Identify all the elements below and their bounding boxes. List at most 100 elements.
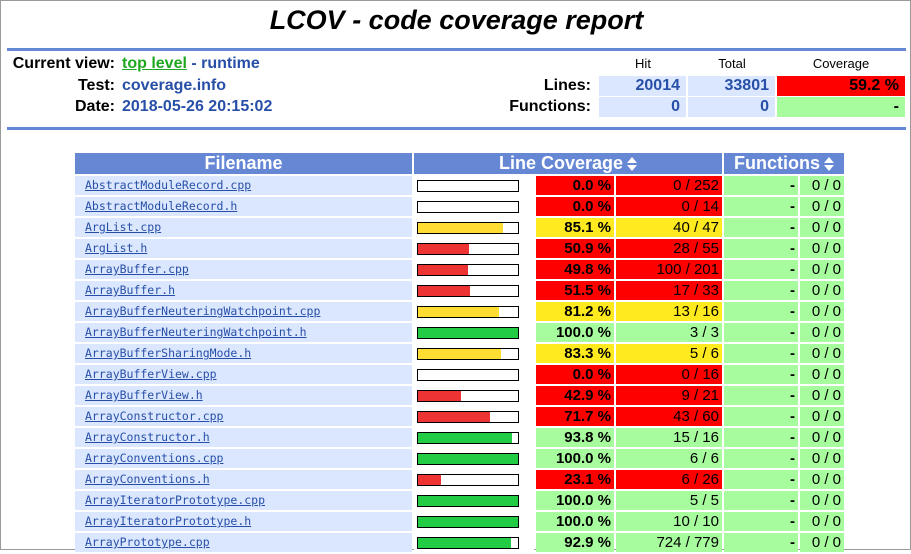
table-row: ArrayIteratorPrototype.cpp 100.0 % 5 / 5-0… bbox=[75, 491, 844, 510]
file-link[interactable]: ArrayBufferView.h bbox=[85, 388, 203, 402]
coverage-bar-fill bbox=[418, 348, 502, 359]
line-coverage-percent: 71.7 % bbox=[536, 407, 614, 426]
coverage-bar-fill bbox=[418, 222, 504, 233]
table-row: ArgList.cpp 85.1 % 40 / 47-0 / 0 bbox=[75, 218, 844, 237]
file-link[interactable]: ArrayBufferSharingMode.h bbox=[85, 346, 252, 360]
coverage-bar-cell bbox=[414, 344, 534, 363]
function-coverage-count: 0 / 0 bbox=[800, 365, 844, 384]
coverage-bar-fill bbox=[418, 453, 518, 464]
line-coverage-count: 5 / 5 bbox=[616, 491, 722, 510]
file-link[interactable]: AbstractModuleRecord.cpp bbox=[85, 178, 252, 192]
file-link[interactable]: ArrayConventions.cpp bbox=[85, 451, 224, 465]
function-coverage-count: 0 / 0 bbox=[800, 344, 844, 363]
file-link[interactable]: ArrayPrototype.cpp bbox=[85, 535, 210, 549]
current-view-label: Current view: bbox=[12, 55, 115, 72]
coverage-bar bbox=[417, 200, 519, 213]
coverage-bar bbox=[417, 431, 519, 444]
line-coverage-count: 15 / 16 bbox=[616, 428, 722, 447]
filename-cell: ArrayBuffer.h bbox=[75, 281, 412, 300]
top-level-link[interactable]: top level bbox=[122, 55, 187, 72]
function-coverage-percent: - bbox=[724, 533, 798, 552]
table-row: ArrayBuffer.h 51.5 % 17 / 33-0 / 0 bbox=[75, 281, 844, 300]
table-row: ArrayConventions.h 23.1 % 6 / 26-0 / 0 bbox=[75, 470, 844, 489]
current-view-rest: - runtime bbox=[186, 55, 260, 72]
function-coverage-count: 0 / 0 bbox=[800, 428, 844, 447]
coverage-bar-cell bbox=[414, 428, 534, 447]
header-top-rule bbox=[7, 48, 906, 51]
function-coverage-count: 0 / 0 bbox=[800, 407, 844, 426]
sort-icon[interactable] bbox=[824, 157, 834, 172]
coverage-bar bbox=[417, 494, 519, 507]
line-coverage-percent: 100.0 % bbox=[536, 323, 614, 342]
table-row: AbstractModuleRecord.cpp 0.0 % 0 / 252-0 /… bbox=[75, 176, 844, 195]
filename-cell: AbstractModuleRecord.cpp bbox=[75, 176, 412, 195]
col-hit-header: Hit bbox=[635, 56, 651, 71]
coverage-bar bbox=[417, 221, 519, 234]
coverage-bar-cell bbox=[414, 260, 534, 279]
table-row: ArrayBufferView.h 42.9 % 9 / 21-0 / 0 bbox=[75, 386, 844, 405]
line-coverage-percent: 50.9 % bbox=[536, 239, 614, 258]
filename-cell: ArrayBufferView.h bbox=[75, 386, 412, 405]
function-coverage-percent: - bbox=[724, 218, 798, 237]
line-coverage-count: 40 / 47 bbox=[616, 218, 722, 237]
file-link[interactable]: ArrayBufferNeuteringWatchpoint.h bbox=[85, 325, 307, 339]
file-link[interactable]: AbstractModuleRecord.h bbox=[85, 199, 238, 213]
function-coverage-count: 0 / 0 bbox=[800, 218, 844, 237]
coverage-bar bbox=[417, 410, 519, 423]
function-coverage-count: 0 / 0 bbox=[800, 197, 844, 216]
filename-cell: ArrayConventions.h bbox=[75, 470, 412, 489]
file-link[interactable]: ArrayIteratorPrototype.cpp bbox=[85, 493, 266, 507]
test-label: Test: bbox=[77, 77, 115, 94]
coverage-bar-cell bbox=[414, 302, 534, 321]
function-coverage-percent: - bbox=[724, 197, 798, 216]
line-coverage-count: 9 / 21 bbox=[616, 386, 722, 405]
file-link[interactable]: ArrayBufferNeuteringWatchpoint.cpp bbox=[85, 304, 321, 318]
date-value: 2018-05-26 20:15:02 bbox=[122, 98, 273, 115]
coverage-bar-cell bbox=[414, 323, 534, 342]
coverage-bar-fill bbox=[418, 432, 512, 443]
coverage-bar-cell bbox=[414, 239, 534, 258]
file-link[interactable]: ArrayConstructor.cpp bbox=[85, 409, 224, 423]
table-row: ArrayIteratorPrototype.h 100.0 % 10 / 10-0… bbox=[75, 512, 844, 531]
coverage-bar-cell bbox=[414, 197, 534, 216]
file-link[interactable]: ArgList.h bbox=[85, 241, 148, 255]
functions-header[interactable]: Functions bbox=[724, 153, 844, 174]
line-coverage-count: 13 / 16 bbox=[616, 302, 722, 321]
coverage-table: Filename Line Coverage Functions Abstrac… bbox=[73, 151, 846, 554]
coverage-bar-cell bbox=[414, 512, 534, 531]
coverage-bar bbox=[417, 305, 519, 318]
function-coverage-count: 0 / 0 bbox=[800, 323, 844, 342]
file-link[interactable]: ArrayBufferView.cpp bbox=[85, 367, 217, 381]
filename-cell: ArrayPrototype.cpp bbox=[75, 533, 412, 552]
coverage-bar bbox=[417, 515, 519, 528]
function-coverage-count: 0 / 0 bbox=[800, 449, 844, 468]
col-coverage-header: Coverage bbox=[812, 56, 870, 71]
table-row: ArrayBufferNeuteringWatchpoint.cpp 81.2 %… bbox=[75, 302, 844, 321]
header-bottom-rule bbox=[7, 127, 906, 130]
coverage-bar bbox=[417, 536, 519, 549]
functions-hit: 0 bbox=[599, 97, 686, 117]
file-link[interactable]: ArrayConstructor.h bbox=[85, 430, 210, 444]
function-coverage-count: 0 / 0 bbox=[800, 176, 844, 195]
file-link[interactable]: ArrayIteratorPrototype.h bbox=[85, 514, 252, 528]
file-link[interactable]: ArrayConventions.h bbox=[85, 472, 210, 486]
function-coverage-count: 0 / 0 bbox=[800, 239, 844, 258]
sort-icon[interactable] bbox=[627, 157, 638, 172]
coverage-bar-fill bbox=[418, 327, 518, 338]
filename-cell: ArrayBufferNeuteringWatchpoint.h bbox=[75, 323, 412, 342]
table-row: ArrayConstructor.cpp 71.7 % 43 / 60-0 / 0 bbox=[75, 407, 844, 426]
table-row: ArrayConstructor.h 93.8 % 15 / 16-0 / 0 bbox=[75, 428, 844, 447]
filename-cell: ArrayConstructor.cpp bbox=[75, 407, 412, 426]
function-coverage-count: 0 / 0 bbox=[800, 512, 844, 531]
line-coverage-count: 3 / 3 bbox=[616, 323, 722, 342]
file-link[interactable]: ArgList.cpp bbox=[85, 220, 162, 234]
line-coverage-count: 6 / 26 bbox=[616, 470, 722, 489]
filename-cell: ArrayConventions.cpp bbox=[75, 449, 412, 468]
file-link[interactable]: ArrayBuffer.h bbox=[85, 283, 176, 297]
line-coverage-count: 6 / 6 bbox=[616, 449, 722, 468]
file-link[interactable]: ArrayBuffer.cpp bbox=[85, 262, 189, 276]
coverage-bar-fill bbox=[418, 390, 461, 401]
line-coverage-header[interactable]: Line Coverage bbox=[414, 153, 722, 174]
coverage-bar-fill bbox=[418, 495, 518, 506]
line-coverage-percent: 0.0 % bbox=[536, 365, 614, 384]
